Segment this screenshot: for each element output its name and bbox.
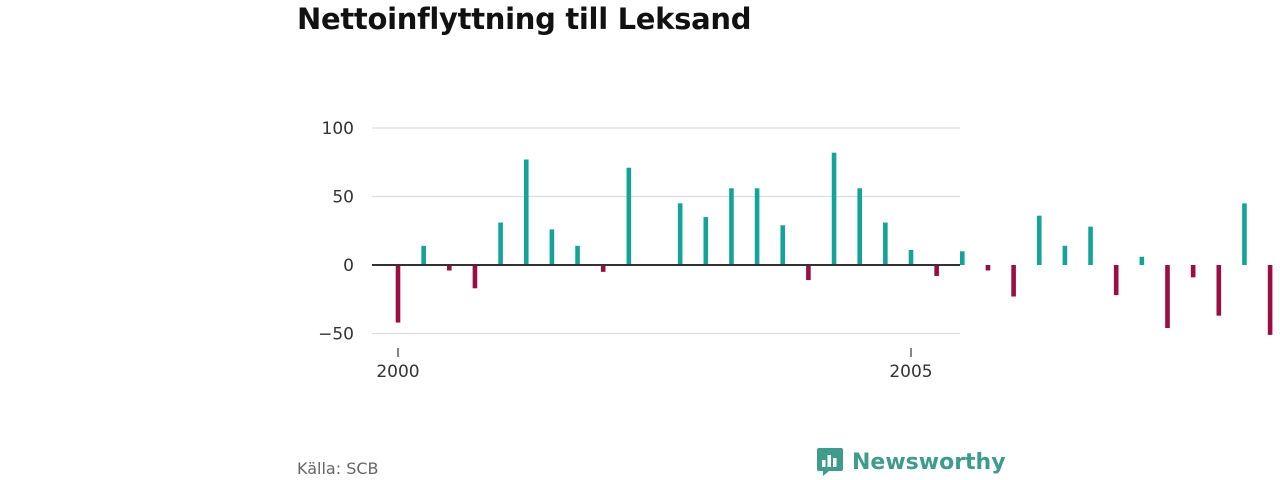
bar xyxy=(421,245,426,265)
bar xyxy=(806,265,811,281)
bar xyxy=(703,217,709,265)
x-tick-label: 2000 xyxy=(376,362,419,382)
bar xyxy=(472,265,478,289)
bar xyxy=(447,265,452,271)
y-tick-label: 100 xyxy=(322,119,354,139)
brand-logo: Newsworthy xyxy=(816,447,1006,477)
newsworthy-logo-icon xyxy=(817,448,843,476)
bar xyxy=(934,265,939,276)
bar xyxy=(549,229,555,265)
bar xyxy=(1113,265,1119,296)
y-tick-label: 50 xyxy=(332,188,354,208)
bar xyxy=(395,265,401,323)
bar xyxy=(960,251,965,265)
y-tick-label: −50 xyxy=(318,325,354,345)
bar xyxy=(1165,265,1170,329)
brand-name: Newsworthy xyxy=(852,449,1006,475)
y-tick-label: 0 xyxy=(343,256,354,276)
bar xyxy=(677,203,683,265)
bar xyxy=(1267,265,1273,335)
bar xyxy=(1088,226,1093,265)
bar xyxy=(1062,245,1068,265)
x-tick-label: 2005 xyxy=(889,362,932,382)
axis-ticks: −50050100200020052010201520202025 xyxy=(318,119,933,382)
bar xyxy=(1139,256,1145,265)
grid-lines xyxy=(372,127,960,335)
bar xyxy=(575,245,580,265)
bar xyxy=(883,222,888,265)
bar xyxy=(985,265,991,271)
bar xyxy=(523,159,529,265)
bar xyxy=(600,265,606,272)
bar xyxy=(1011,265,1016,297)
bar xyxy=(1190,265,1196,278)
chart-title: Nettoinflyttning till Leksand xyxy=(297,2,752,36)
bar xyxy=(1036,215,1042,265)
bar xyxy=(1216,265,1222,316)
bar xyxy=(831,152,837,265)
bar xyxy=(729,188,734,265)
bar xyxy=(857,188,862,265)
bar xyxy=(780,225,786,265)
bar xyxy=(626,167,632,265)
bar xyxy=(498,222,503,265)
bar xyxy=(1242,203,1247,265)
bar xyxy=(754,188,760,265)
bar xyxy=(908,249,914,265)
bar-chart: −50050100200020052010201520202025 xyxy=(318,119,1273,382)
source-label: Källa: SCB xyxy=(297,459,379,478)
bars xyxy=(395,152,1273,335)
